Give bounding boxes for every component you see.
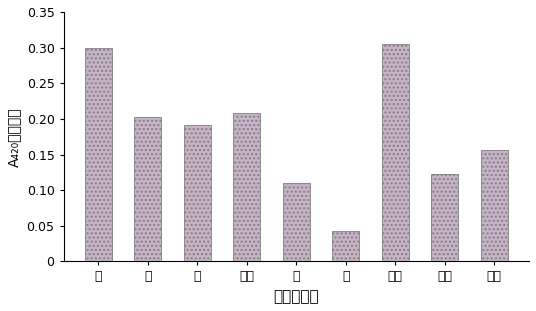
Bar <box>134 118 161 262</box>
Bar <box>382 44 409 262</box>
X-axis label: 蛋白酮种类: 蛋白酮种类 <box>273 289 319 304</box>
Bar <box>233 113 260 262</box>
Bar <box>85 48 112 262</box>
Y-axis label: A₄₂₀处吸光値: A₄₂₀处吸光値 <box>7 107 21 166</box>
Bar <box>332 231 360 262</box>
Bar <box>282 183 310 262</box>
Bar <box>184 125 211 262</box>
Bar <box>431 174 458 262</box>
Bar <box>481 150 508 262</box>
